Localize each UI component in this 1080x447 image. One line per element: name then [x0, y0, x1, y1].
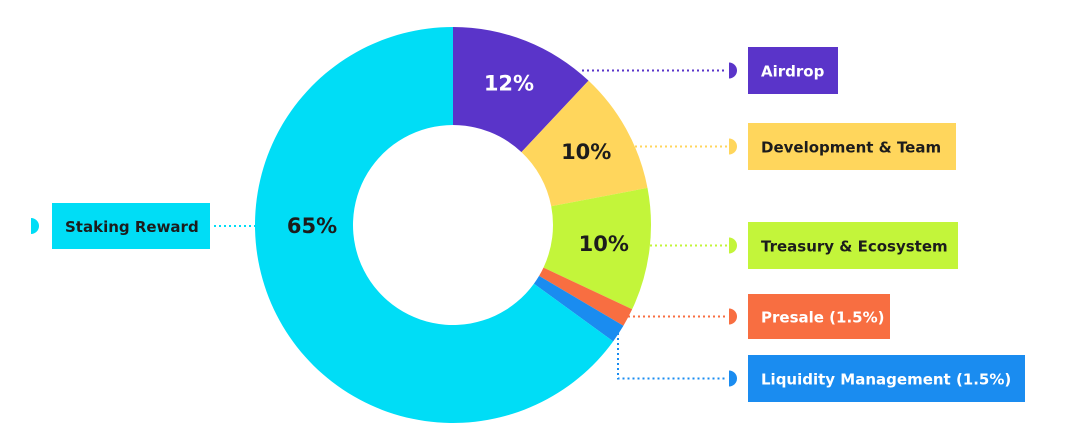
- legend: Airdrop Development & Team Treasury & Ecos…: [52, 47, 1025, 402]
- slice-label-development-team: 10%: [561, 140, 611, 164]
- legend-marker-liquidity-management-1-5: [729, 370, 737, 387]
- legend-marker-development-team: [729, 138, 737, 155]
- legend-marker-staking-reward: [31, 218, 39, 234]
- leader-line-liquidity-management-1-5: [617, 333, 727, 380]
- legend-box-liquidity-management-1-5: [748, 355, 1025, 402]
- legend-box-development-team: [748, 123, 956, 170]
- slice-label-airdrop: 12%: [484, 72, 534, 96]
- slice-labels: 12% 10% 10% 65%: [287, 72, 629, 256]
- slice-treasury-ecosystem: [543, 187, 651, 310]
- legend-box-airdrop: [748, 47, 838, 94]
- slice-liquidity-management-1-5: [533, 275, 624, 342]
- legend-label-airdrop: Airdrop: [761, 63, 825, 81]
- legend-marker-airdrop: [729, 62, 737, 79]
- slice-presale-1-5: [539, 267, 633, 326]
- legend-label-treasury-ecosystem: Treasury & Ecosystem: [761, 238, 948, 256]
- slice-development-team: [521, 80, 648, 207]
- leader-lines: [31, 62, 737, 387]
- legend-marker-presale-1-5: [729, 308, 737, 325]
- legend-box-presale-1-5: [748, 294, 890, 339]
- slice-airdrop: [453, 27, 589, 153]
- legend-label-presale-1-5: Presale (1.5%): [761, 309, 884, 327]
- slice-label-staking-reward: 65%: [287, 214, 337, 238]
- legend-label-staking-reward: Staking Reward: [65, 218, 199, 236]
- legend-label-liquidity-management-1-5: Liquidity Management (1.5%): [761, 371, 1011, 389]
- slice-staking-reward: [254, 27, 614, 424]
- legend-label-development-team: Development & Team: [761, 139, 941, 157]
- legend-box-staking-reward: [52, 203, 210, 249]
- legend-box-treasury-ecosystem: [748, 222, 958, 269]
- legend-marker-treasury-ecosystem: [729, 237, 737, 254]
- slice-label-treasury-ecosystem: 10%: [579, 232, 629, 256]
- donut-slices: [254, 27, 651, 424]
